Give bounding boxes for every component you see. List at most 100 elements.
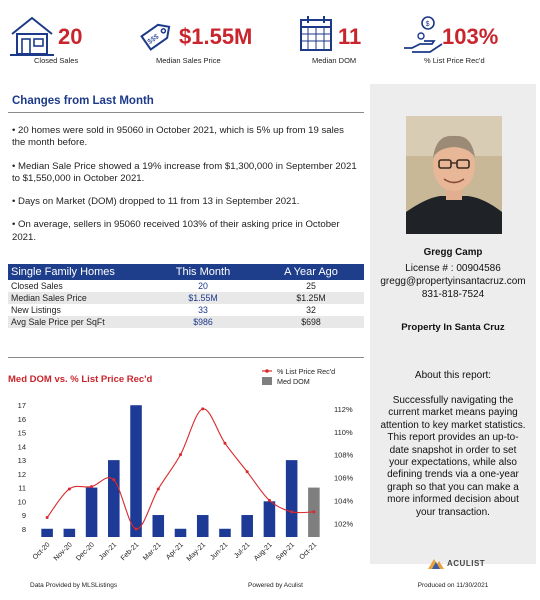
kpi-closed-sales-label: Closed Sales xyxy=(34,56,79,65)
kpi-median-price: $$$ $1.55M Median Sales Price xyxy=(134,14,274,66)
table-cell: 33 xyxy=(198,305,208,315)
y-left-tick-label: 14 xyxy=(18,442,26,451)
agent-license: License # : 00904586 xyxy=(405,263,501,274)
list-price-point xyxy=(156,487,160,491)
dom-bar xyxy=(241,515,253,537)
legend-item-med-dom: Med DOM xyxy=(262,376,335,386)
change-bullet: • 20 homes were sold in 95060 in October… xyxy=(12,125,344,149)
about-title: About this report: xyxy=(414,370,492,381)
y-right-tick-label: 102% xyxy=(334,519,354,528)
dom-bar xyxy=(130,405,142,537)
x-tick-label: Oct-20 xyxy=(32,541,52,561)
svg-text:$: $ xyxy=(426,21,430,28)
changes-title: Changes from Last Month xyxy=(12,95,154,107)
agent-name: Gregg Camp xyxy=(423,247,483,258)
table-cell: 32 xyxy=(306,305,316,315)
x-tick-label: Apr-21 xyxy=(165,541,185,561)
legend-label: Med DOM xyxy=(277,376,310,386)
x-tick-label: Oct-21 xyxy=(298,541,318,561)
list-price-point xyxy=(67,487,71,491)
changes-list: • 20 homes were sold in 95060 in October… xyxy=(12,125,357,255)
y-left-tick-label: 9 xyxy=(22,511,26,520)
kpi-closed-sales: 20 Closed Sales xyxy=(8,14,108,66)
y-left-tick-label: 11 xyxy=(18,484,26,493)
table-cell: New Listings xyxy=(11,305,61,315)
change-bullet: • On average, sellers in 95060 received … xyxy=(12,219,340,243)
agent-phone[interactable]: 831-818-7524 xyxy=(421,289,485,300)
y-left-tick-label: 13 xyxy=(18,456,26,465)
x-tick-label: Mar-21 xyxy=(142,541,163,562)
y-right-tick-label: 110% xyxy=(334,428,353,437)
x-tick-label: Jan-21 xyxy=(98,541,118,561)
dom-bar xyxy=(41,528,53,537)
legend-line-swatch xyxy=(262,369,272,373)
agent-email[interactable]: gregg@propertyinsantacruz.com xyxy=(380,276,526,287)
aculist-logo: ACULIST xyxy=(428,556,485,570)
y-right-tick-label: 104% xyxy=(334,496,354,505)
chart-legend: % List Price Rec'd Med DOM xyxy=(262,366,335,386)
dom-bar xyxy=(63,528,76,537)
kpi-list-price-label: % List Price Rec'd xyxy=(424,56,485,65)
comparison-table: Single Family Homes This Month A Year Ag… xyxy=(8,264,364,328)
table-row: Closed Sales 20 25 xyxy=(8,280,364,292)
divider xyxy=(8,112,364,113)
x-tick-label: Jul-21 xyxy=(233,541,252,560)
table-cell: Closed Sales xyxy=(11,281,63,291)
dom-bar xyxy=(285,460,298,537)
table-cell: Median Sales Price xyxy=(11,293,87,303)
table-row: New Listings 33 32 xyxy=(8,304,364,316)
agent-photo xyxy=(406,116,502,234)
dom-bar xyxy=(263,501,276,537)
y-right-tick-label: 112% xyxy=(334,405,353,414)
kpi-median-dom-label: Median DOM xyxy=(312,56,357,65)
list-price-point xyxy=(245,470,249,474)
price-tag-icon: $$$ xyxy=(140,23,171,51)
company-name: Property In Santa Cruz xyxy=(401,322,505,333)
table-cell: $1.25M xyxy=(296,293,326,303)
kpi-median-price-label: Median Sales Price xyxy=(156,56,221,65)
list-price-point xyxy=(179,453,182,457)
house-icon xyxy=(10,16,54,56)
data-provided-note: Data Provided by MLSListings xyxy=(30,582,118,589)
table-row: Median Sales Price $1.55M $1.25M xyxy=(8,292,364,304)
y-left-tick-label: 16 xyxy=(18,415,26,424)
dom-bar xyxy=(174,528,187,537)
legend-bar-swatch xyxy=(262,377,272,385)
table-cell: Avg Sale Price per SqFt xyxy=(11,317,105,327)
kpi-closed-sales-value: 20 xyxy=(58,24,83,49)
x-tick-label: Sep-21 xyxy=(275,541,296,562)
dom-bar xyxy=(152,515,165,537)
table-cell: $986 xyxy=(193,317,213,327)
table-cell: 20 xyxy=(198,281,208,291)
kpi-median-dom: 11 Median DOM xyxy=(298,14,388,66)
legend-item-list-price: % List Price Rec'd xyxy=(262,366,335,376)
table-header: Single Family Homes This Month A Year Ag… xyxy=(8,264,364,280)
x-tick-label: May-21 xyxy=(186,541,208,563)
hand-coins-icon: $ xyxy=(404,16,443,53)
table-header-cell: This Month xyxy=(175,266,231,278)
y-left-tick-label: 8 xyxy=(22,525,26,534)
list-price-point xyxy=(201,407,205,411)
table-body: Closed Sales 20 25 Median Sales Price $1… xyxy=(8,280,364,328)
kpi-list-price: $ 103% % List Price Rec'd xyxy=(402,14,532,66)
x-tick-label: Jun-21 xyxy=(209,541,229,561)
x-tick-label: Aug-21 xyxy=(253,541,274,562)
dom-bar xyxy=(108,460,120,537)
kpi-median-price-value: $1.55M xyxy=(179,24,253,49)
y-left-tick-label: 15 xyxy=(18,429,26,438)
list-price-point xyxy=(267,498,271,502)
change-bullet: • Median Sale Price showed a 19% increas… xyxy=(12,160,357,184)
about-text: Successfully navigating the current mark… xyxy=(380,395,526,518)
table-cell: 25 xyxy=(306,281,316,291)
powered-by-note: Powered by Aculist xyxy=(248,582,303,589)
change-bullet: • Days on Market (DOM) dropped to 11 fro… xyxy=(12,196,300,208)
table-header-cell: Single Family Homes xyxy=(11,266,115,278)
table-cell: $1.55M xyxy=(188,293,218,303)
kpi-median-dom-value: 11 xyxy=(338,24,362,49)
kpi-list-price-value: 103% xyxy=(442,24,499,49)
y-left-tick-label: 10 xyxy=(18,497,26,506)
list-price-point xyxy=(134,527,138,531)
list-price-point xyxy=(223,441,227,445)
y-left-tick-label: 17 xyxy=(18,401,26,410)
x-tick-label: Nov-20 xyxy=(53,541,74,562)
